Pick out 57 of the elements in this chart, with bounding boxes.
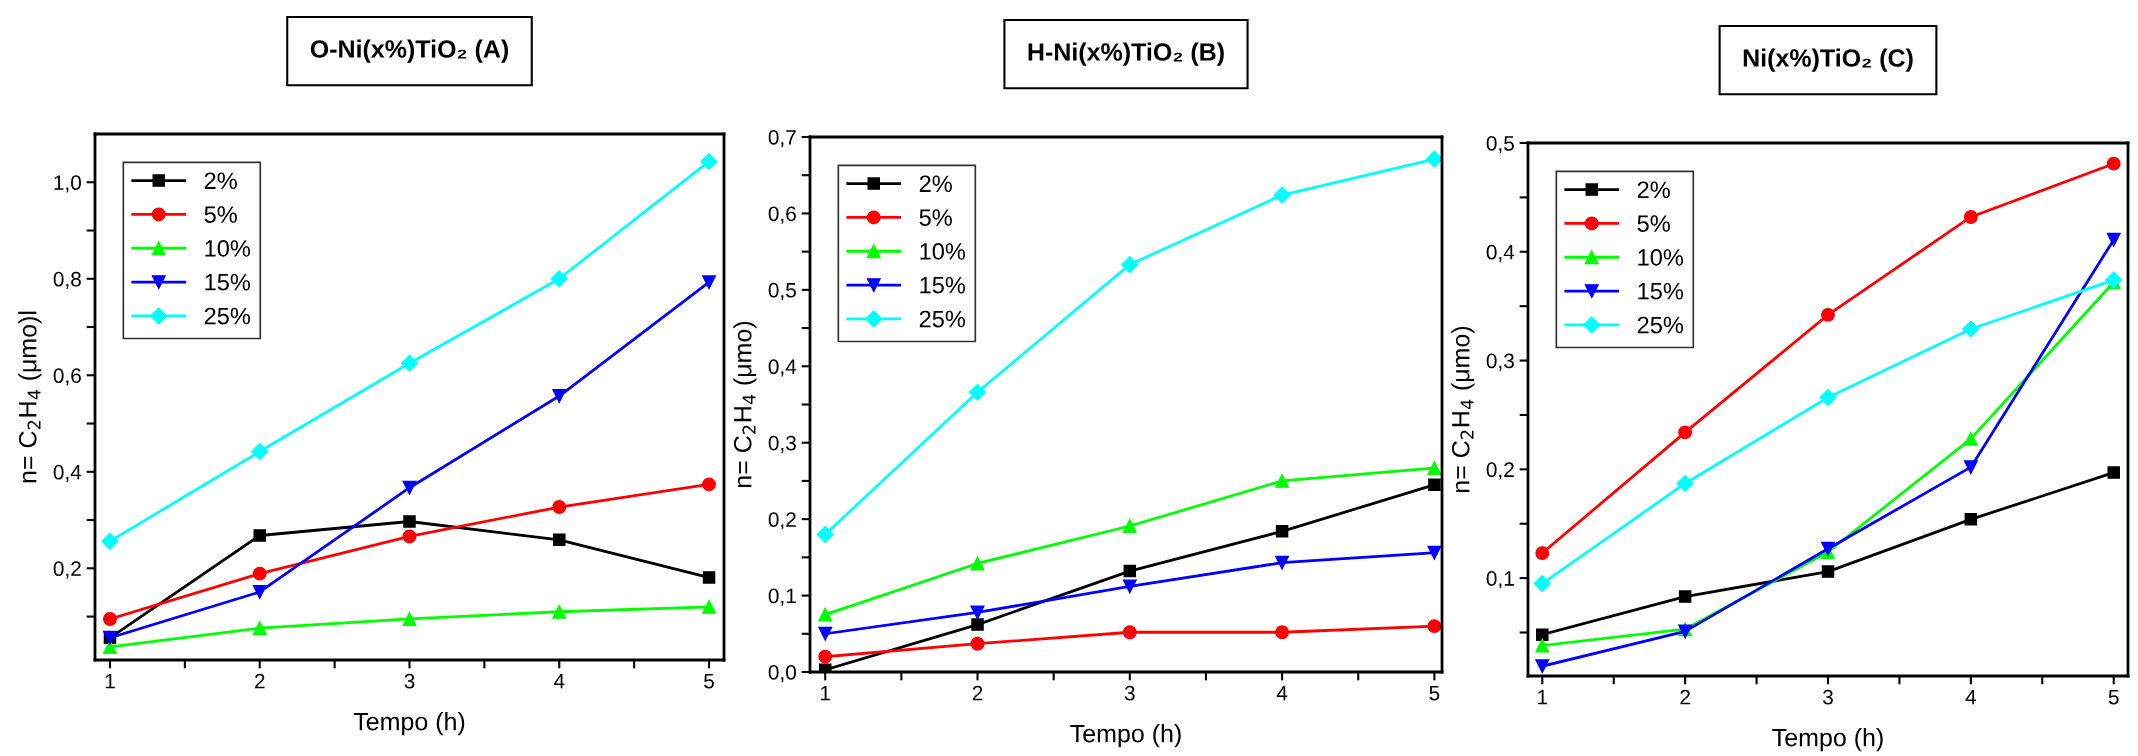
y-tick-label: 0,6 [53, 368, 81, 386]
x-tick-label: 2 [254, 673, 265, 689]
legend-label: 25% [1637, 316, 1684, 334]
y-tick-label: 0,6 [768, 206, 796, 224]
y-tick-label: 0,5 [1486, 136, 1514, 154]
legend-label: 10% [1638, 249, 1684, 266]
legend-label: 15% [205, 273, 251, 291]
y-tick-label: 0,5 [768, 282, 796, 301]
legend-label: 5% [204, 206, 237, 223]
legend-label: 25% [204, 307, 251, 325]
x-axis-title: Tempo (h) [353, 712, 465, 736]
x-tick-label: 4 [553, 673, 565, 689]
legend-label: 15% [920, 276, 966, 294]
x-tick-label: 1 [1538, 689, 1548, 705]
x-tick-label: 5 [2108, 689, 2119, 705]
y-axis-title: n= C$_{2}$H$_{4}$ (μmo) [733, 321, 757, 488]
x-tick-label: 1 [105, 673, 115, 689]
y-tick-label: 0,2 [53, 561, 81, 579]
chart-title: O-Ni(x%)TiO₂ (A) [310, 39, 509, 63]
x-tick-label: 2 [972, 685, 983, 701]
legend-label: 2% [919, 175, 952, 193]
y-tick-label: 0,1 [768, 588, 796, 606]
chart-title: Ni(x%)TiO₂ (C) [1743, 48, 1913, 72]
x-axis-title: Tempo (h) [1070, 724, 1181, 748]
legend-label: 5% [919, 209, 952, 226]
x-tick-label: 4 [1276, 685, 1288, 701]
chart-title: H-Ni(x%)TiO₂ (B) [1028, 42, 1224, 66]
x-tick-label: 5 [1429, 685, 1440, 701]
y-tick-label: 0,4 [53, 464, 82, 483]
legend-label: 15% [1638, 282, 1684, 300]
legend-label: 10% [205, 240, 251, 257]
y-tick-label: 0,3 [1486, 353, 1514, 371]
x-tick-label: 3 [1823, 689, 1833, 705]
y-axis-title: n= C$_{2}$H$_{4}$ (μmo)l [18, 311, 42, 483]
y-tick-label: 0,3 [768, 435, 796, 453]
legend-label: 5% [1637, 215, 1670, 232]
y-tick-label: 0,1 [1486, 571, 1514, 589]
y-tick-label: 0,4 [1486, 244, 1515, 262]
x-tick-label: 2 [1680, 689, 1690, 705]
x-tick-label: 5 [704, 673, 714, 689]
x-axis-title: Tempo (h) [1772, 728, 1883, 752]
y-tick-label: 0,0 [768, 665, 796, 683]
x-tick-label: 4 [1965, 689, 1977, 705]
y-tick-label: 0,7 [768, 130, 796, 148]
x-tick-label: 1 [821, 685, 831, 701]
y-tick-label: 1,0 [54, 175, 81, 193]
legend-label: 2% [204, 172, 237, 190]
y-tick-label: 0,4 [768, 359, 797, 377]
legend-label: 25% [919, 310, 966, 328]
x-tick-label: 3 [404, 673, 415, 689]
x-tick-label: 3 [1124, 685, 1135, 701]
legend-label: 2% [1637, 181, 1670, 199]
y-tick-label: 0,2 [768, 512, 796, 530]
legend-label: 10% [920, 243, 966, 260]
y-axis-title: n= C$_{2}$H$_{4}$ (μmo) [1451, 326, 1475, 493]
y-tick-label: 0,8 [53, 271, 81, 289]
y-tick-label: 0,2 [1486, 462, 1514, 480]
